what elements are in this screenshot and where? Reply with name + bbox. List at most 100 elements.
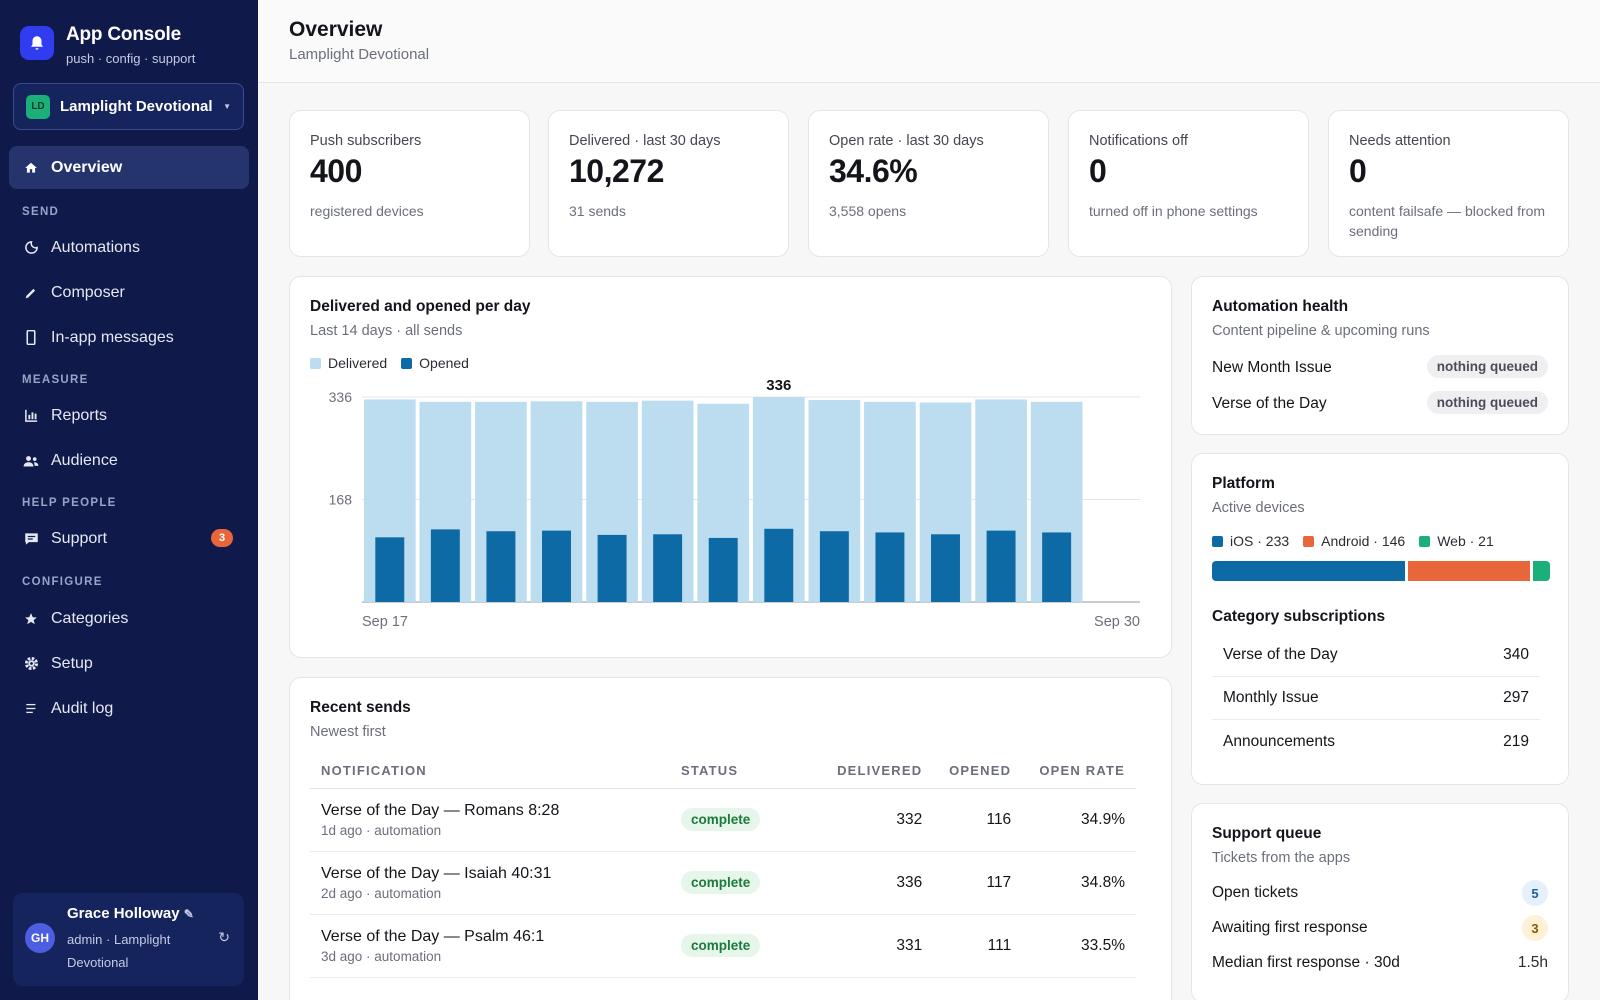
page-subtitle: Lamplight Devotional: [289, 46, 430, 63]
median-value: 1.5h: [1517, 954, 1548, 971]
platform-legend: iOS · 233 Android · 146 Web · 21: [1212, 533, 1494, 549]
automation-subtitle: Content pipeline & upcoming runs: [1212, 323, 1430, 339]
bar-opened: [375, 537, 405, 602]
workspace-switcher[interactable]: LD Lamplight Devotional ▼: [13, 83, 244, 130]
nav-categories[interactable]: Categories: [9, 597, 249, 640]
support-queue-card: Support queue Tickets from the apps Open…: [1191, 803, 1569, 1000]
open-tickets-count: 5: [1522, 880, 1548, 906]
status-badge: complete: [681, 934, 761, 957]
user-name[interactable]: Grace Holloway ✎: [67, 905, 194, 922]
chart-subtitle: Last 14 days · all sends: [310, 323, 463, 339]
nav-inapp[interactable]: In-app messages: [9, 316, 249, 359]
support-queue-title: Support queue: [1212, 825, 1322, 842]
bar-opened: [430, 529, 460, 602]
recent-title: Recent sends: [310, 699, 411, 716]
moon-clock-icon: [23, 240, 39, 256]
bar-opened: [708, 537, 738, 602]
app-title: App Console: [66, 24, 181, 45]
category-row: Monthly Issue 297: [1212, 677, 1540, 720]
send-title: Verse of the Day — Isaiah 40:31: [321, 864, 552, 882]
nav-audit[interactable]: Audit log: [9, 687, 249, 730]
legend-swatch: [1212, 535, 1223, 547]
status-badge: complete: [681, 808, 761, 831]
nav-audience[interactable]: Audience: [9, 439, 249, 482]
cell-open-rate: 34.8%: [1022, 851, 1136, 915]
edit-icon: ✎: [183, 907, 194, 921]
platform-subtitle: Active devices: [1212, 500, 1305, 516]
awaiting-count: 3: [1522, 915, 1548, 941]
chat-icon: [23, 531, 39, 547]
workspace-avatar: LD: [26, 94, 50, 119]
table-row[interactable]: Verse of the Day — Isaiah 40:31 2d ago · …: [310, 851, 1136, 915]
recent-sends-table: NOTIFICATION STATUS DELIVERED OPENED OPE…: [310, 754, 1136, 978]
awaiting-label: Awaiting first response: [1212, 919, 1368, 936]
pencil-icon: [23, 285, 39, 301]
sidebar: App Console push · config · support LD L…: [0, 0, 258, 1000]
category-label: Monthly Issue: [1223, 689, 1319, 706]
max-value-label: 336: [766, 377, 791, 394]
automation-health-card: Automation health Content pipeline & upc…: [1191, 276, 1569, 435]
chart-legend: Delivered Opened: [310, 355, 469, 371]
switch-account-icon[interactable]: ↻: [218, 929, 230, 945]
bar-opened: [597, 534, 627, 602]
stat-label: Needs attention: [1349, 133, 1451, 149]
legend-label: Web · 21: [1437, 533, 1494, 549]
legend-swatch: [401, 357, 413, 369]
cell-status: complete: [670, 914, 820, 978]
user-role: admin · Lamplight Devotional: [67, 932, 171, 970]
nav-section-send: SEND: [22, 206, 60, 218]
category-title: Category subscriptions: [1212, 608, 1386, 625]
legend-label: iOS · 233: [1230, 533, 1290, 549]
x-tick-label-start: Sep 17: [362, 614, 408, 630]
stat-note: 31 sends: [569, 203, 626, 219]
nav-automations-label: Automations: [51, 238, 140, 256]
category-row: Announcements 219: [1212, 720, 1540, 763]
star-icon: [23, 611, 39, 627]
cell-notification: Verse of the Day — Romans 8:28 1d ago · a…: [310, 788, 670, 852]
nav-reports[interactable]: Reports: [9, 394, 249, 437]
median-label: Median first response · 30d: [1212, 954, 1400, 971]
stat-value: 10,272: [569, 153, 664, 189]
nav-section-configure: CONFIGURE: [22, 576, 103, 588]
nav-reports-label: Reports: [51, 406, 108, 424]
nav-section-measure: MEASURE: [22, 374, 89, 386]
bar-opened: [542, 530, 571, 602]
stat-label: Push subscribers: [310, 133, 422, 149]
platform-segment: [1212, 561, 1406, 581]
platform-card: Platform Active devices iOS · 233 Androi…: [1191, 453, 1569, 785]
col-notification: NOTIFICATION: [310, 754, 670, 789]
legend-label: Delivered: [328, 355, 388, 371]
home-icon: [23, 160, 39, 176]
nav-setup[interactable]: Setup: [9, 642, 249, 685]
category-label: Announcements: [1223, 732, 1336, 750]
nav-composer[interactable]: Composer: [9, 271, 249, 314]
table-row[interactable]: Verse of the Day — Romans 8:28 1d ago · a…: [310, 788, 1136, 852]
stat-note: 3,558 opens: [829, 203, 907, 219]
category-value: 340: [1503, 646, 1529, 663]
nav-support-label: Support: [51, 529, 108, 547]
nav-support[interactable]: Support 3: [9, 517, 249, 560]
table-row[interactable]: Verse of the Day — Psalm 46:1 3d ago · au…: [310, 914, 1136, 978]
nav-automations[interactable]: Automations: [9, 226, 249, 269]
support-count-badge: 3: [211, 529, 233, 547]
cell-delivered: 336: [820, 851, 934, 915]
stat-value: 0: [1349, 153, 1367, 189]
legend-label: Android · 146: [1321, 533, 1406, 549]
status-badge: complete: [681, 871, 761, 894]
col-status: STATUS: [670, 754, 820, 789]
platform-segment: [1532, 561, 1550, 581]
stat-card-subscribers: Push subscribers 400 registered devices: [289, 110, 530, 257]
bar-opened: [986, 530, 1016, 602]
automation-title: Automation health: [1212, 298, 1349, 315]
user-card: GH Grace Holloway ✎ admin · Lamplight De…: [13, 893, 244, 986]
chart-card: Delivered and opened per day Last 14 day…: [289, 276, 1172, 658]
cell-notification: Verse of the Day — Isaiah 40:31 2d ago · …: [310, 851, 670, 915]
bar-opened: [1042, 532, 1072, 602]
legend-android: Android · 146: [1303, 533, 1405, 549]
send-meta: 2d ago · automation: [321, 885, 442, 901]
bar-opened: [486, 531, 516, 602]
col-delivered: DELIVERED: [820, 754, 934, 789]
stat-note: turned off in phone settings: [1089, 203, 1258, 219]
y-tick-label: 168: [329, 492, 353, 508]
nav-overview[interactable]: Overview: [9, 146, 249, 189]
